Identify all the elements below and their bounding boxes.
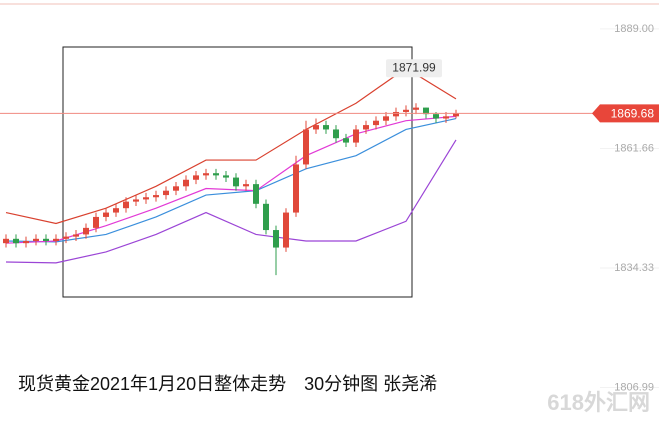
candle-body (363, 125, 369, 130)
indicator-line (5, 67, 457, 225)
candle-body (353, 129, 359, 143)
y-tick-label: 1861.66 (614, 142, 654, 154)
candle-body (203, 173, 209, 176)
y-tick-label: 1889.00 (614, 23, 654, 35)
current-price-label: 1869.68 (611, 107, 655, 121)
candle-body (403, 109, 409, 112)
candle-body (53, 238, 59, 241)
indicator-line (5, 117, 457, 243)
candle-body (3, 238, 9, 244)
candle-body (453, 113, 459, 117)
candle-body (183, 179, 189, 187)
candle-body (113, 208, 119, 213)
candle-body (323, 125, 329, 130)
candle-body (383, 116, 389, 121)
candle-body (373, 120, 379, 126)
watermark: 618外汇网 (547, 390, 650, 415)
indicator-line (5, 115, 457, 244)
candle-body (163, 190, 169, 196)
candle-body (73, 234, 79, 237)
candle-body (283, 212, 289, 248)
candle-body (123, 201, 129, 209)
highlight-box (62, 46, 413, 298)
annotation-box (386, 59, 442, 78)
candle-body (193, 175, 199, 180)
candle-body (173, 186, 179, 191)
candle-body (243, 184, 249, 187)
candle-body (293, 164, 299, 213)
candle-body (93, 216, 99, 228)
candle-body (273, 230, 279, 248)
candle-body (433, 114, 439, 119)
candle-body (223, 175, 229, 178)
candle-body (313, 125, 319, 130)
candle-body (213, 173, 219, 176)
candle-body (253, 184, 259, 204)
candle-body (303, 129, 309, 165)
indicator-line (5, 139, 457, 264)
candle-body (33, 238, 39, 241)
candle-body (413, 107, 419, 110)
candle-body (63, 236, 69, 239)
candle-body (143, 197, 149, 200)
candle-body (13, 238, 19, 244)
current-price-box (592, 104, 659, 123)
candle-body (83, 227, 89, 235)
candle-body (133, 199, 139, 202)
annotation: 1871.99 (392, 60, 436, 74)
candle-body (43, 238, 49, 241)
candle-body (333, 129, 339, 139)
candle-body (393, 111, 399, 117)
y-tick-label: 1806.99 (614, 381, 654, 393)
candle-body (153, 195, 159, 198)
candle-body (443, 116, 449, 119)
candle-body (343, 138, 349, 143)
candle-body (263, 203, 269, 231)
y-tick-label: 1834.33 (614, 262, 654, 274)
candle-body (233, 177, 239, 187)
candle-body (23, 240, 29, 244)
chart-title: 现货黄金2021年1月20日整体走势 30分钟图 张尧浠 (18, 374, 437, 394)
candle-body (103, 212, 109, 217)
candle-body (423, 107, 429, 115)
